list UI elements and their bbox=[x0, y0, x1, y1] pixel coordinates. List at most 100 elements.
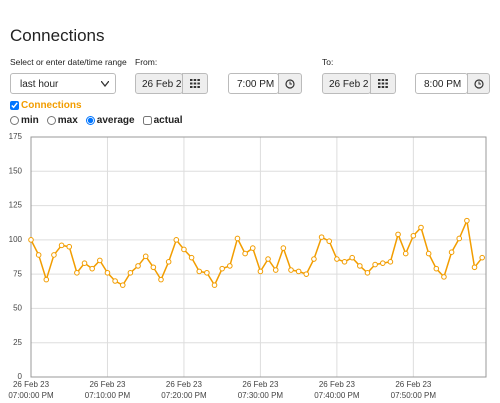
actual-checkbox[interactable] bbox=[142, 116, 152, 125]
clock-icon bbox=[473, 78, 484, 89]
y-tick-label: 125 bbox=[9, 201, 23, 210]
calendar-icon bbox=[190, 79, 200, 88]
from-date-input[interactable]: 26 Feb 2 bbox=[135, 73, 183, 94]
data-point bbox=[288, 267, 294, 273]
data-point bbox=[280, 245, 287, 251]
y-tick-label: 100 bbox=[9, 235, 23, 244]
data-point bbox=[142, 253, 149, 260]
data-point bbox=[364, 269, 371, 276]
y-tick-label: 75 bbox=[13, 269, 22, 278]
stat-radio[interactable] bbox=[46, 116, 56, 125]
y-tick-label: 150 bbox=[9, 166, 23, 175]
x-tick-label-line: 07:00:00 PM bbox=[8, 391, 54, 400]
x-tick-label-line: 26 Feb 23 bbox=[319, 380, 356, 389]
data-point bbox=[196, 268, 203, 275]
data-point bbox=[28, 237, 34, 243]
stat-label: min bbox=[21, 115, 39, 126]
x-tick-label-line: 07:10:00 PM bbox=[85, 391, 131, 400]
data-point bbox=[479, 254, 485, 261]
actual-label: actual bbox=[153, 115, 183, 126]
x-tick-label-line: 07:40:00 PM bbox=[314, 391, 360, 400]
data-point bbox=[349, 254, 355, 261]
data-point bbox=[433, 265, 440, 272]
data-point bbox=[234, 235, 241, 242]
x-tick-label: 26 Feb 23 07:30:00 PM bbox=[238, 380, 284, 400]
data-point bbox=[249, 245, 256, 251]
data-point bbox=[74, 269, 80, 276]
data-point bbox=[257, 268, 264, 275]
data-point bbox=[219, 265, 225, 272]
from-time-input[interactable]: 7:00 PM bbox=[228, 73, 279, 94]
from-date: 26 Feb 2 bbox=[142, 79, 182, 90]
y-tick-label: 0 bbox=[18, 372, 23, 381]
data-point bbox=[464, 217, 470, 224]
stat-radio[interactable] bbox=[85, 116, 95, 125]
stat-label: average bbox=[96, 115, 135, 126]
from-date-button[interactable] bbox=[182, 73, 208, 94]
to-label: To: bbox=[322, 57, 334, 67]
data-point bbox=[204, 269, 210, 276]
data-point bbox=[181, 246, 187, 253]
x-tick-label-line: 07:30:00 PM bbox=[238, 391, 284, 400]
data-point bbox=[303, 271, 310, 277]
data-point bbox=[227, 263, 233, 269]
series-toggle[interactable]: Connections bbox=[10, 100, 82, 111]
data-point bbox=[448, 249, 455, 255]
series-checkbox[interactable] bbox=[10, 101, 19, 110]
data-point bbox=[119, 282, 126, 288]
plot-border bbox=[30, 136, 487, 378]
data-point bbox=[112, 278, 118, 284]
y-tick-label: 50 bbox=[13, 304, 22, 313]
data-point bbox=[471, 264, 478, 271]
x-tick-label-line: 07:50:00 PM bbox=[391, 391, 437, 400]
data-point bbox=[441, 274, 447, 280]
x-tick-label-line: 07:20:00 PM bbox=[161, 391, 207, 400]
to-date-button[interactable] bbox=[370, 73, 396, 94]
page-title: Connections bbox=[10, 26, 105, 45]
data-point bbox=[135, 263, 141, 269]
range-select[interactable]: last hour bbox=[10, 73, 116, 94]
y-tick-label: 25 bbox=[13, 338, 22, 347]
data-point bbox=[402, 250, 409, 257]
data-point bbox=[326, 238, 333, 245]
data-point bbox=[395, 231, 401, 238]
actual-option[interactable]: actual bbox=[142, 115, 183, 126]
data-point bbox=[188, 254, 195, 261]
data-point bbox=[425, 250, 432, 257]
stat-radio[interactable] bbox=[10, 116, 19, 125]
x-tick-label-line: 26 Feb 23 bbox=[395, 380, 432, 389]
to-time-button[interactable] bbox=[467, 73, 490, 94]
x-tick-label-line: 26 Feb 23 bbox=[166, 380, 203, 389]
data-point bbox=[97, 257, 103, 264]
data-point bbox=[357, 263, 363, 269]
to-time-input[interactable]: 8:00 PM bbox=[415, 73, 468, 94]
x-tick-label-line: 26 Feb 23 bbox=[13, 380, 50, 389]
data-point bbox=[58, 242, 65, 249]
from-time-button[interactable] bbox=[278, 73, 302, 94]
data-point bbox=[66, 243, 73, 250]
stat-option[interactable]: average bbox=[85, 115, 135, 126]
x-tick-label-line: 26 Feb 23 bbox=[242, 380, 279, 389]
to-date-input[interactable]: 26 Feb 2 bbox=[322, 73, 371, 94]
data-point bbox=[150, 264, 157, 271]
data-point bbox=[165, 259, 172, 265]
stat-option[interactable]: max bbox=[46, 115, 78, 126]
data-point bbox=[272, 267, 279, 273]
clock-icon bbox=[285, 78, 295, 89]
data-point bbox=[418, 224, 424, 231]
from-time: 7:00 PM bbox=[237, 79, 275, 90]
series-name: Connections bbox=[21, 100, 82, 111]
data-point bbox=[43, 276, 50, 283]
x-tick-label: 26 Feb 23 07:00:00 PM bbox=[8, 380, 54, 400]
data-point bbox=[158, 276, 164, 283]
x-tick-label: 26 Feb 23 07:20:00 PM bbox=[161, 380, 207, 400]
range-label: Select or enter date/time range bbox=[10, 57, 127, 67]
to-time: 8:00 PM bbox=[424, 79, 462, 90]
stat-option[interactable]: min bbox=[10, 115, 39, 126]
data-point bbox=[51, 252, 57, 258]
data-point bbox=[334, 256, 340, 262]
to-date: 26 Feb 2 bbox=[329, 79, 369, 90]
range-select-text: last hour bbox=[20, 79, 59, 90]
